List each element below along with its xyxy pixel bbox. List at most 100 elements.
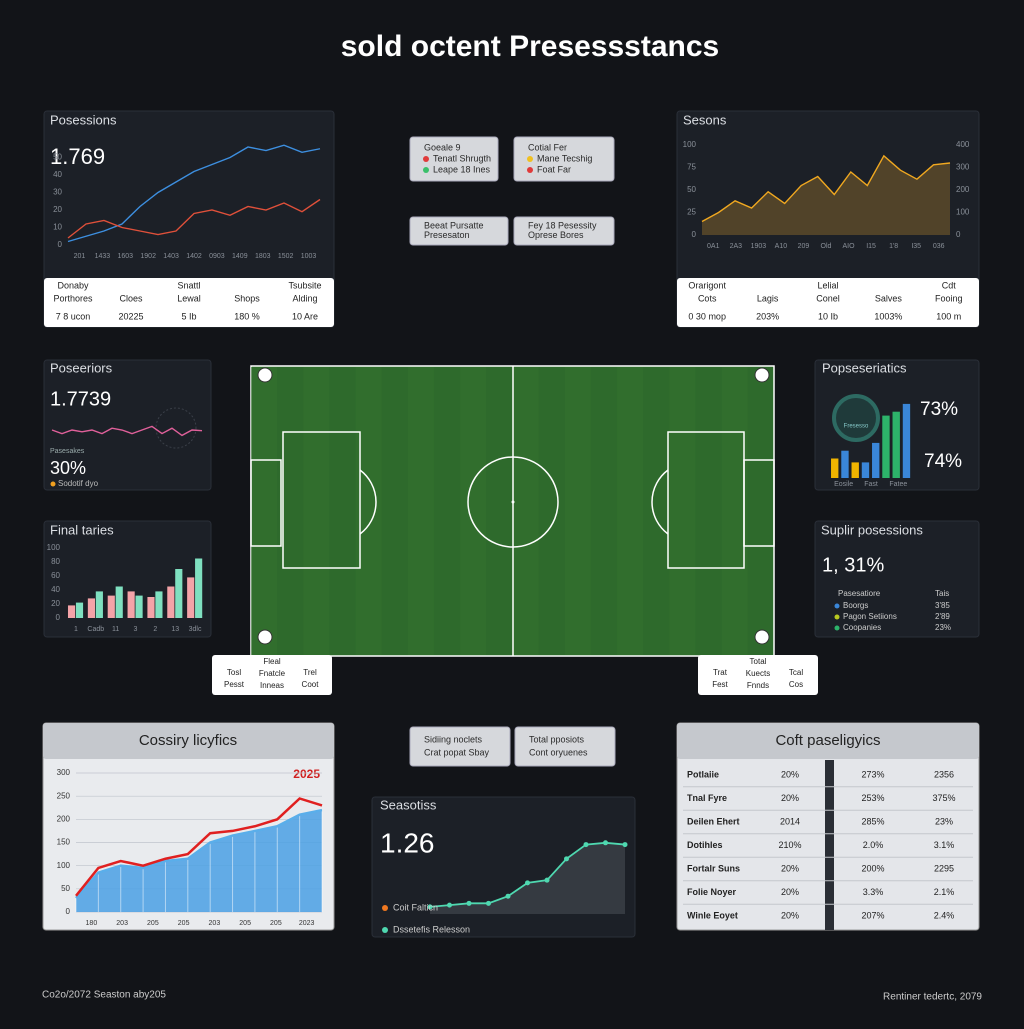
- x-tick-label: AIO: [843, 243, 856, 250]
- y-tick-label: 100: [57, 861, 71, 870]
- pitch-box-text: Trat: [713, 668, 728, 677]
- y-tick-label: 250: [57, 791, 71, 800]
- legend-text: Coit Falticn: [393, 902, 438, 912]
- info-text: Total pposiots: [529, 734, 585, 744]
- y2-tick-label: 100: [956, 208, 970, 217]
- panel-title: Coft paseligyics: [775, 732, 880, 749]
- big-value: 1.7739: [50, 388, 111, 410]
- x-tick-label: 3dlc: [189, 626, 202, 633]
- info-text: Cotial Fer: [528, 142, 567, 152]
- bar: [127, 591, 135, 618]
- row-label: Winle Eoyet: [687, 910, 738, 920]
- table-header: Lelial: [817, 280, 838, 290]
- x-tick-label: 1803: [255, 253, 271, 260]
- y-tick-label: 40: [53, 170, 62, 179]
- corner-marker: [257, 367, 273, 383]
- x-tick-label: 1403: [163, 253, 179, 260]
- table-cell: 207%: [861, 910, 884, 920]
- pitch-stripe: [669, 367, 696, 655]
- pitch-line: [467, 456, 559, 548]
- bar: [902, 403, 911, 478]
- list-name: Boorgs: [843, 601, 868, 610]
- percent: 30%: [50, 458, 86, 478]
- center-spot: [511, 500, 515, 504]
- x-tick-label: 1402: [186, 253, 202, 260]
- pitch-stripe: [407, 367, 434, 655]
- info-text: Crat popat Sbay: [424, 747, 490, 757]
- y-tick-label: 300: [57, 768, 71, 777]
- x-tick-label: 1603: [117, 253, 133, 260]
- list-value: 3'85: [935, 601, 950, 610]
- legend-dot: [382, 905, 388, 911]
- x-tick-label: 1'8: [889, 243, 898, 250]
- pitch-box-text: Trel: [303, 668, 317, 677]
- marker: [447, 902, 452, 908]
- x-tick-label: 205: [270, 920, 282, 927]
- info-text: Oprese Bores: [528, 230, 584, 240]
- info-text: Beeat Pursatte: [424, 221, 484, 231]
- pitch-stripe: [617, 367, 644, 655]
- x-tick-label: 201: [74, 253, 86, 260]
- table-header: Donaby: [57, 280, 89, 290]
- row-label: Tnal Fyre: [687, 793, 727, 803]
- area: [430, 842, 625, 914]
- y-tick-label: 75: [687, 163, 696, 172]
- panel: [43, 359, 212, 491]
- row-label: Potlaiie: [687, 769, 719, 779]
- pitch-box-text: Fnatcle: [259, 669, 286, 678]
- page-title: sold octent Presessstancs: [341, 30, 720, 63]
- bar: [195, 558, 203, 618]
- info-box: [409, 726, 511, 767]
- bar: [87, 598, 95, 618]
- info-text: Cont oryuenes: [529, 747, 588, 757]
- table-cell: 10 Ib: [818, 311, 838, 321]
- info-box: [409, 136, 499, 182]
- table-header: Cloes: [119, 293, 143, 303]
- x-tick-label: 2: [153, 626, 157, 633]
- pitch-box-text: Fnnds: [747, 681, 769, 690]
- table-cell: 210%: [778, 840, 801, 850]
- big-value: 1.769: [50, 144, 105, 169]
- bar: [107, 595, 115, 618]
- line: [75, 797, 323, 897]
- y-tick-label: 80: [51, 557, 60, 566]
- panel-header: [677, 723, 979, 759]
- table-header: Fooing: [935, 293, 963, 303]
- table-cell: 203%: [756, 311, 779, 321]
- x-tick-label: Fatee: [889, 481, 907, 488]
- row-label: Deilen Ehert: [687, 816, 740, 826]
- bar: [75, 602, 84, 618]
- y-tick-label: 30: [53, 188, 62, 197]
- y2-tick-label: 200: [956, 185, 970, 194]
- pitch-box: [698, 655, 818, 695]
- x-tick-label: 205: [178, 920, 190, 927]
- table-cell: 2.0%: [863, 840, 884, 850]
- x-tick-label: 0A1: [707, 243, 720, 250]
- x-tick-label: 11: [112, 626, 119, 633]
- x-tick-label: 2023: [299, 920, 315, 927]
- line: [51, 425, 203, 437]
- footer-text: Rentiner tedertc, 2079: [883, 992, 982, 1003]
- legend-dot: [382, 927, 388, 933]
- panel-title: Cossiry licyfics: [139, 732, 237, 749]
- y-tick-label: 100: [683, 140, 697, 149]
- pitch-line: [250, 459, 282, 547]
- table-header: Snattl: [177, 280, 200, 290]
- y-tick-label: 60: [51, 571, 60, 580]
- marker: [466, 900, 472, 906]
- panel-header: [43, 723, 334, 759]
- bar: [167, 586, 175, 618]
- x-tick-label: 1903: [751, 243, 767, 250]
- table-header: Porthores: [53, 293, 93, 303]
- x-tick-label: 1: [74, 626, 78, 633]
- x-tick-label: 180: [86, 920, 98, 927]
- y2-tick-label: 300: [956, 163, 970, 172]
- divider-bar: [825, 760, 834, 930]
- x-tick-label: I35: [911, 243, 921, 250]
- table-cell: 3.3%: [863, 887, 884, 897]
- line: [67, 198, 321, 239]
- bar: [147, 597, 155, 618]
- big-value: 1.26: [380, 827, 435, 858]
- percent: 74%: [924, 451, 962, 472]
- area: [76, 810, 322, 912]
